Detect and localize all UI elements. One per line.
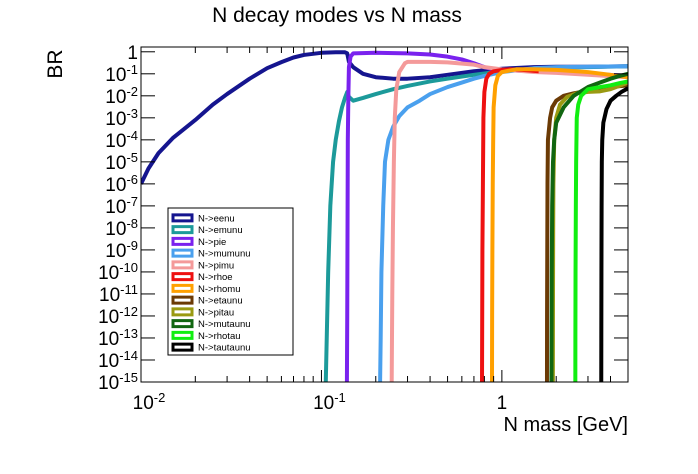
y-tick-label: 10-14 [98, 348, 138, 372]
plot-frame [140, 46, 629, 383]
legend-swatch [171, 319, 194, 329]
series-line-pie [344, 50, 628, 382]
legend-swatch [171, 248, 194, 258]
legend-entry-label: N->etaunu [198, 296, 243, 307]
y-tick-label: 10-12 [98, 304, 138, 328]
series-line-mumunu [378, 64, 628, 382]
y-tick-label: 10-13 [98, 326, 138, 350]
axes-layer: 10-2 10-1 1110-110-210-310-410-510-610-710… [98, 43, 629, 414]
legend-swatch [171, 307, 194, 317]
x-tick-label: 1 [497, 393, 508, 414]
chart-title: N decay modes vs N mass [212, 4, 462, 27]
legend-entry-label: N->tautaunu [198, 343, 251, 354]
series-line-pitau [550, 80, 628, 382]
legend-swatch [171, 236, 194, 246]
legend-entry-label: N->pimu [198, 260, 234, 271]
y-tick-label: 1 [127, 43, 138, 64]
y-tick-label: 10-5 [105, 150, 138, 174]
series-line-tautaunu [599, 86, 628, 382]
series-line-rhomu [489, 67, 628, 382]
legend-entry-label: N->rhoe [198, 272, 233, 283]
legend-swatch [171, 225, 194, 235]
legend-entry-label: N->pitau [198, 307, 234, 318]
series-line-mutaunu [549, 71, 628, 382]
legend-entry-label: N->mutaunu [198, 319, 251, 330]
legend-entry-label: N->pie [198, 237, 226, 248]
legend: N->eenuN->emunuN->pieN->mumunuN->pimuN->… [167, 207, 294, 356]
y-tick-label: 10-2 [105, 84, 138, 108]
y-tick-label: 10-7 [105, 194, 138, 218]
y-tick-label: 10-6 [105, 172, 138, 196]
x-axis-label: N mass [GeV] [504, 414, 628, 436]
legend-entry-label: N->emunu [198, 225, 243, 236]
legend-swatch [171, 272, 194, 282]
y-tick-label: 10-15 [98, 370, 138, 394]
series-line-eenu [141, 50, 628, 185]
y-tick-label: 10-3 [105, 106, 138, 130]
series-line-emunu [323, 64, 628, 382]
y-axis-label: BR [44, 49, 67, 78]
legend-entry-label: N->rhomu [198, 284, 241, 295]
legend-swatch [171, 283, 194, 293]
x-tick-label: 10-2 [133, 390, 166, 414]
y-tick-label: 10-10 [98, 260, 138, 284]
legend-swatch [171, 295, 194, 305]
legend-swatch [171, 330, 194, 340]
y-tick-label: 10-1 [105, 62, 138, 86]
legend-swatch [171, 213, 194, 223]
legend-swatch [171, 260, 194, 270]
legend-swatch [171, 342, 194, 352]
legend-entry-label: N->rhotau [198, 331, 241, 342]
x-tick-label: 10-1 [313, 390, 346, 414]
legend-entry-label: N->eenu [198, 213, 235, 224]
series-layer [141, 50, 628, 382]
y-tick-label: 10-8 [105, 216, 138, 240]
series-line-pimu [389, 59, 628, 382]
series-line-rhotau [573, 79, 628, 382]
y-tick-label: 10-9 [105, 238, 138, 262]
y-tick-label: 10-4 [105, 128, 138, 152]
y-tick-label: 10-11 [99, 282, 138, 306]
legend-entry-label: N->mumunu [198, 249, 251, 260]
